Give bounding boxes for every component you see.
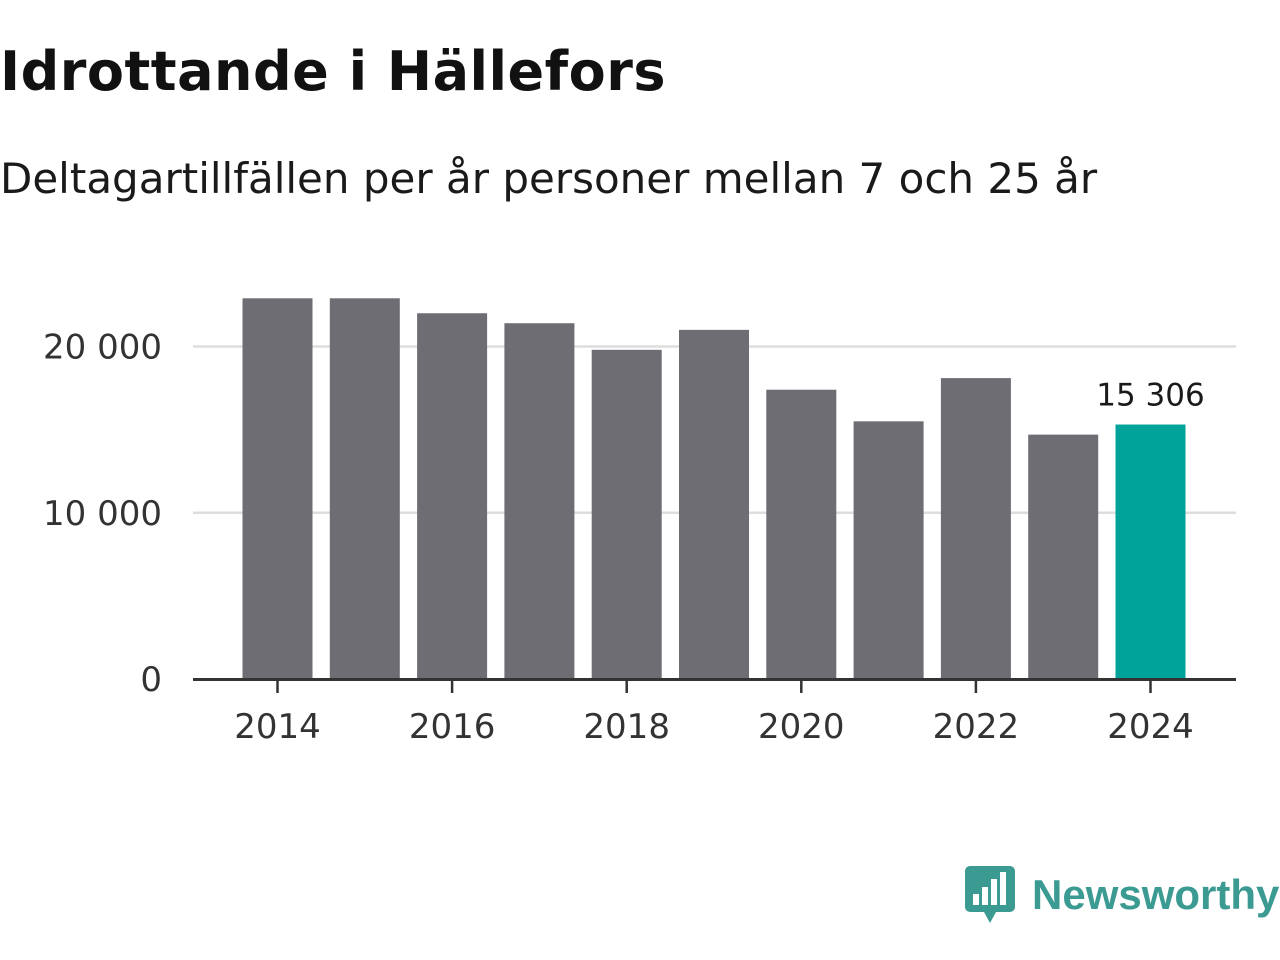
bar	[329, 298, 400, 679]
bar	[591, 349, 662, 679]
bar	[242, 298, 313, 679]
bar	[504, 323, 575, 679]
x-tick-label: 2014	[234, 707, 321, 747]
chart-title: Idrottande i Hällefors	[0, 40, 667, 103]
y-tick-label: 20 000	[43, 328, 162, 368]
bars	[242, 298, 1186, 679]
bar	[940, 378, 1011, 679]
bar	[1028, 434, 1099, 679]
x-tick-label: 2016	[409, 707, 496, 747]
bar	[417, 313, 488, 679]
x-tick-label: 2020	[758, 707, 845, 747]
bar	[766, 389, 837, 679]
newsworthy-logo-icon	[965, 866, 1015, 923]
data-label-2024: 15 306	[1096, 378, 1204, 414]
x-tick-label: 2018	[583, 707, 670, 747]
y-tick-label: 0	[140, 660, 162, 700]
bar-highlight	[1115, 424, 1186, 679]
brand-name: Newsworthy	[1032, 871, 1280, 918]
y-tick-label: 10 000	[43, 494, 162, 534]
brand-logo: Newsworthy	[964, 864, 1279, 926]
bar	[853, 421, 924, 679]
x-tick-label: 2024	[1107, 707, 1194, 747]
bar	[679, 329, 749, 679]
data-labels: 15 306	[1096, 378, 1204, 414]
chart-subtitle: Deltagartillfällen per år personer mella…	[0, 154, 1098, 203]
axes: 0 10 000 20 000 2014 2016 2018 2020 2022 2024	[43, 328, 1236, 747]
x-tick-label: 2022	[933, 707, 1020, 747]
